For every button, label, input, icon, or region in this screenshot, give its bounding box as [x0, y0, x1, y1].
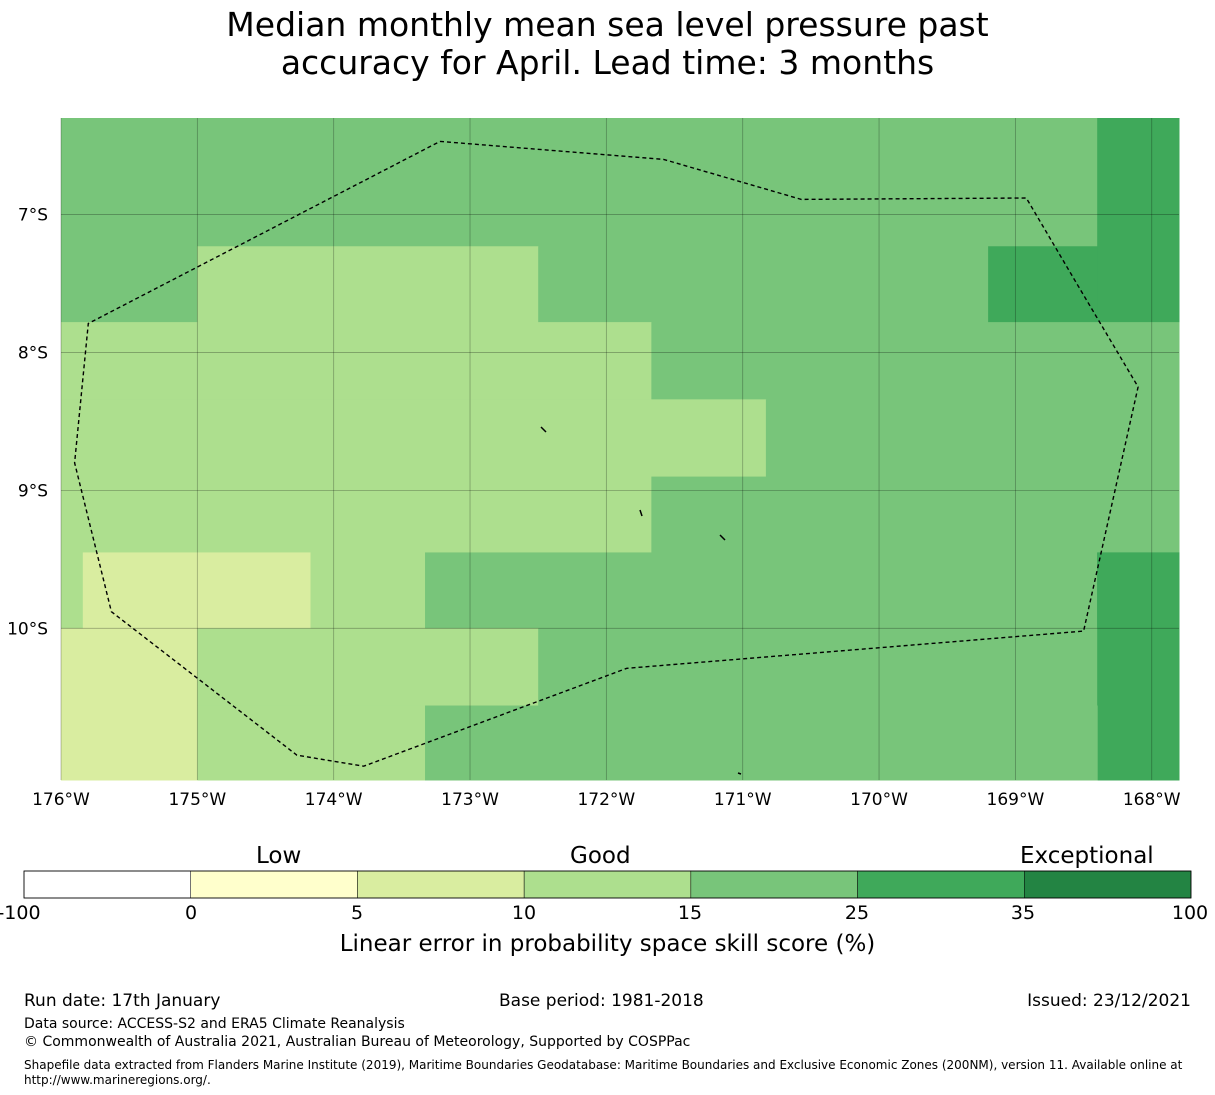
skill-cell [61, 628, 198, 781]
skill-cell [425, 552, 1098, 629]
longitude-label: 174°W [305, 790, 363, 810]
skill-cell [1097, 118, 1180, 323]
skill-cell [61, 246, 198, 323]
tier-low: Low [256, 843, 302, 869]
longitude-label: 176°W [32, 790, 90, 810]
skill-cell [1097, 552, 1180, 781]
latitude-label: 10°S [7, 619, 48, 639]
colorbar-segment [857, 870, 1025, 899]
title-line-2: accuracy for April. Lead time: 3 months [280, 43, 935, 82]
longitude-label: 168°W [1123, 790, 1181, 810]
map-title: Median monthly mean sea level pressure p… [0, 6, 1215, 82]
longitude-labels: 176°W 175°W 174°W 173°W 172°W 171°W 170°W 169°W… [32, 790, 1181, 810]
longitude-label: 169°W [987, 790, 1045, 810]
colorbar-tick: 100 [1171, 902, 1209, 924]
skill-cell [61, 552, 84, 629]
colorbar-tick: 10 [511, 902, 537, 924]
latitude-labels: 7°S 8°S 9°S 10°S [7, 206, 48, 640]
colorbar-segment [23, 870, 191, 899]
latitude-label: 7°S [18, 206, 48, 226]
skill-cells [61, 118, 1180, 781]
base-period: Base period: 1981-2018 [499, 991, 704, 1011]
latitude-label: 8°S [18, 343, 48, 363]
graticule [60, 118, 1179, 780]
skill-cell [61, 322, 652, 400]
colorbar-frame [23, 870, 1192, 899]
colorbar-label: Linear error in probability space skill … [339, 931, 876, 957]
longitude-label: 171°W [714, 790, 772, 810]
colorbar [23, 870, 1192, 899]
colorbar-tick: 15 [677, 902, 703, 924]
colorbar-segment [357, 870, 525, 899]
island [639, 509, 643, 517]
skill-cell [61, 476, 652, 553]
colorbar-segment [1024, 870, 1192, 899]
island [737, 772, 742, 775]
skill-cell [538, 628, 1098, 707]
latitude-label: 9°S [18, 481, 48, 501]
longitude-label: 175°W [168, 790, 226, 810]
title-line-1: Median monthly mean sea level pressure p… [226, 5, 989, 44]
skill-cell [988, 246, 1098, 323]
eez-boundary [73, 140, 1139, 767]
copyright: © Commonwealth of Australia 2021, Austra… [24, 1034, 691, 1050]
colorbar-segment [690, 870, 858, 899]
longitude-label: 170°W [850, 790, 908, 810]
skill-cell [197, 628, 539, 707]
colorbar-segment [523, 870, 692, 899]
shapefile-credit-line-1: Shapefile data extracted from Flanders M… [24, 1058, 1183, 1072]
issued-date: Issued: 23/12/2021 [1027, 991, 1191, 1011]
run-date: Run date: 17th January [24, 991, 221, 1011]
island [719, 534, 726, 541]
islands [540, 426, 742, 775]
tier-exceptional: Exceptional [1020, 843, 1154, 869]
colorbar-segment [190, 870, 358, 899]
shapefile-credit-line-2: http://www.marineregions.org/. [24, 1073, 211, 1087]
skill-cell [765, 399, 1180, 478]
longitude-label: 173°W [441, 790, 499, 810]
longitude-label: 172°W [577, 790, 635, 810]
tier-good: Good [570, 843, 631, 869]
skill-cell [651, 476, 1180, 553]
skill-cell [61, 118, 1098, 247]
colorbar-tick: 5 [350, 902, 364, 924]
skill-cell [310, 552, 426, 629]
island [540, 426, 547, 433]
skill-map: 176°W 175°W 174°W 173°W 172°W 171°W 170°W 169°W… [7, 118, 1181, 810]
colorbar-tick: 0 [184, 902, 198, 924]
skill-cell [197, 246, 539, 323]
skill-cell [197, 705, 426, 781]
colorbar-tick: -100 [0, 902, 41, 924]
data-source: Data source: ACCESS-S2 and ERA5 Climate … [24, 1016, 405, 1032]
colorbar-tick: 35 [1010, 902, 1036, 924]
skill-cell [425, 705, 1098, 781]
skill-cell [82, 552, 312, 629]
skill-cell [61, 399, 767, 478]
skill-cell [651, 322, 1180, 400]
skill-cell [538, 246, 989, 323]
colorbar-tick: 25 [844, 902, 870, 924]
